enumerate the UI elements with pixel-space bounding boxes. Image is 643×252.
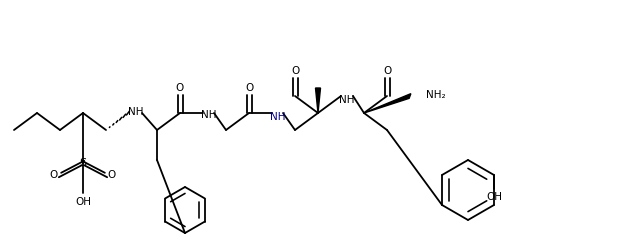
Text: O: O — [50, 170, 58, 180]
Polygon shape — [364, 94, 411, 113]
Text: O: O — [291, 66, 299, 76]
Text: NH: NH — [201, 110, 217, 120]
Text: O: O — [176, 83, 184, 93]
Text: OH: OH — [486, 192, 502, 202]
Text: O: O — [383, 66, 391, 76]
Text: O: O — [245, 83, 253, 93]
Text: NH: NH — [340, 95, 355, 105]
Text: O: O — [108, 170, 116, 180]
Polygon shape — [316, 88, 320, 113]
Text: NH: NH — [270, 112, 285, 122]
Text: OH: OH — [75, 197, 91, 207]
Text: NH₂: NH₂ — [426, 90, 446, 100]
Text: S: S — [80, 158, 87, 168]
Text: NH: NH — [128, 107, 144, 117]
